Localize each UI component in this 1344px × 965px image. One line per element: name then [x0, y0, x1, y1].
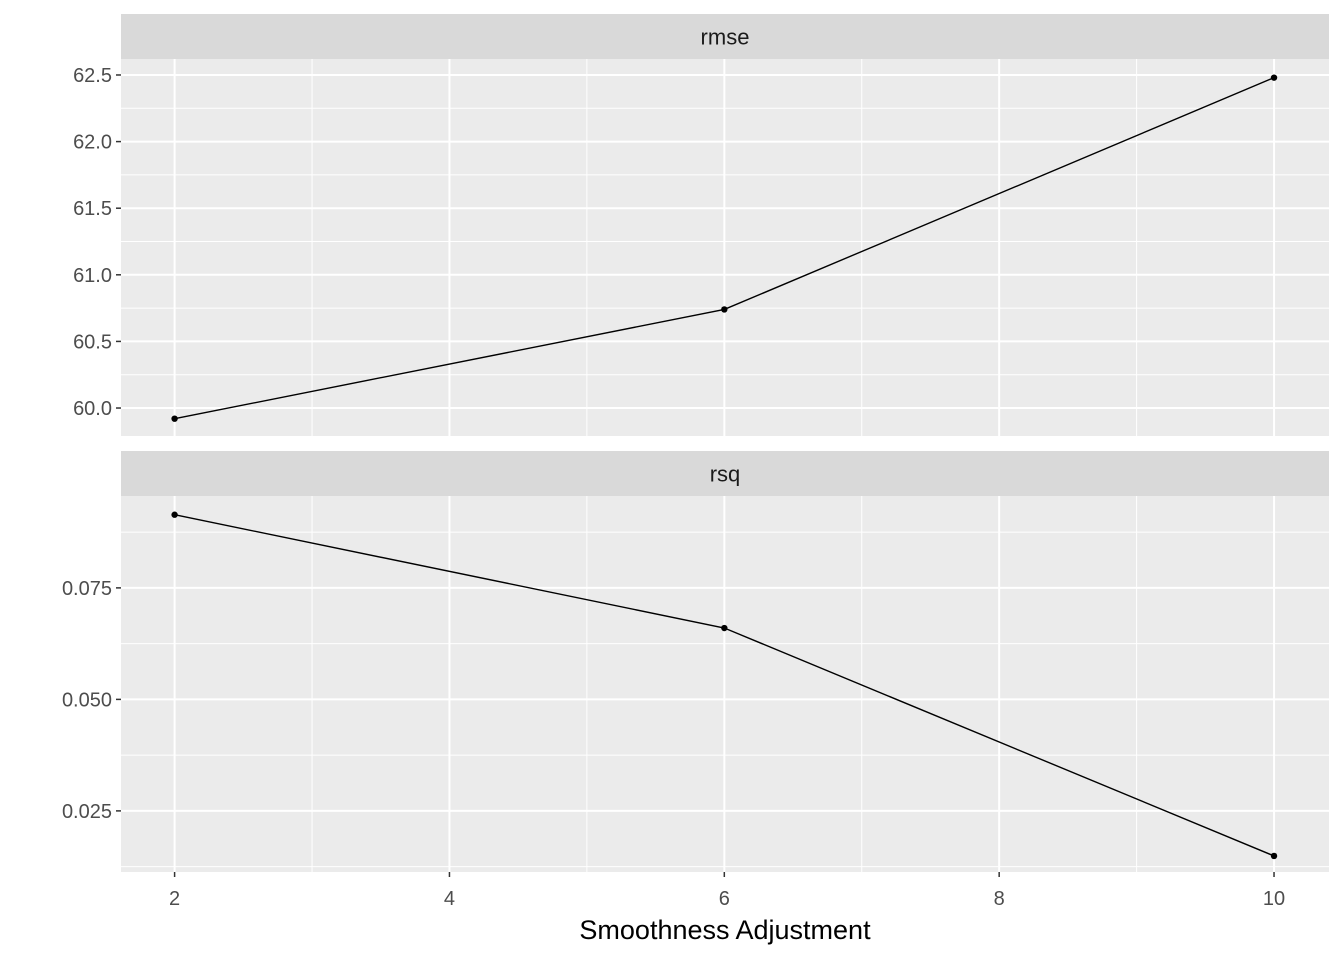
data-point-rmse	[171, 415, 178, 422]
data-point-rsq	[1270, 852, 1278, 860]
data-point-rmse	[721, 306, 728, 313]
facet-rmse: rmse 60.0 60.5 61.0 61.5 62.0 62.5	[73, 14, 1329, 436]
facet-rsq: rsq 0.025 0.050 0.075	[62, 451, 1329, 872]
y-tick-label: 0.025	[62, 801, 112, 823]
x-tick-label: 8	[994, 888, 1005, 910]
x-tick-label: 4	[444, 888, 455, 910]
y-tick-label: 60.0	[73, 398, 112, 420]
y-tick-label: 0.050	[62, 689, 112, 711]
y-tick-label: 60.5	[73, 331, 112, 353]
x-axis-title: Smoothness Adjustment	[579, 915, 871, 945]
x-tick-label: 2	[169, 888, 180, 910]
y-tick-label: 61.0	[73, 265, 112, 287]
y-tick-label: 62.0	[73, 132, 112, 154]
data-point-rsq	[171, 511, 178, 518]
facet-strip-label: rmse	[701, 25, 750, 50]
y-tick-label: 61.5	[73, 198, 112, 220]
y-tick-label: 62.5	[73, 65, 112, 87]
data-point-rsq	[721, 624, 728, 632]
data-point-rmse	[1270, 74, 1278, 81]
facet-strip	[121, 451, 1329, 496]
y-tick-label: 0.075	[62, 578, 112, 600]
x-tick-label: 6	[719, 888, 730, 910]
x-tick-label: 10	[1263, 888, 1285, 910]
facet-strip-label: rsq	[710, 462, 741, 487]
facet-strip	[121, 14, 1329, 59]
